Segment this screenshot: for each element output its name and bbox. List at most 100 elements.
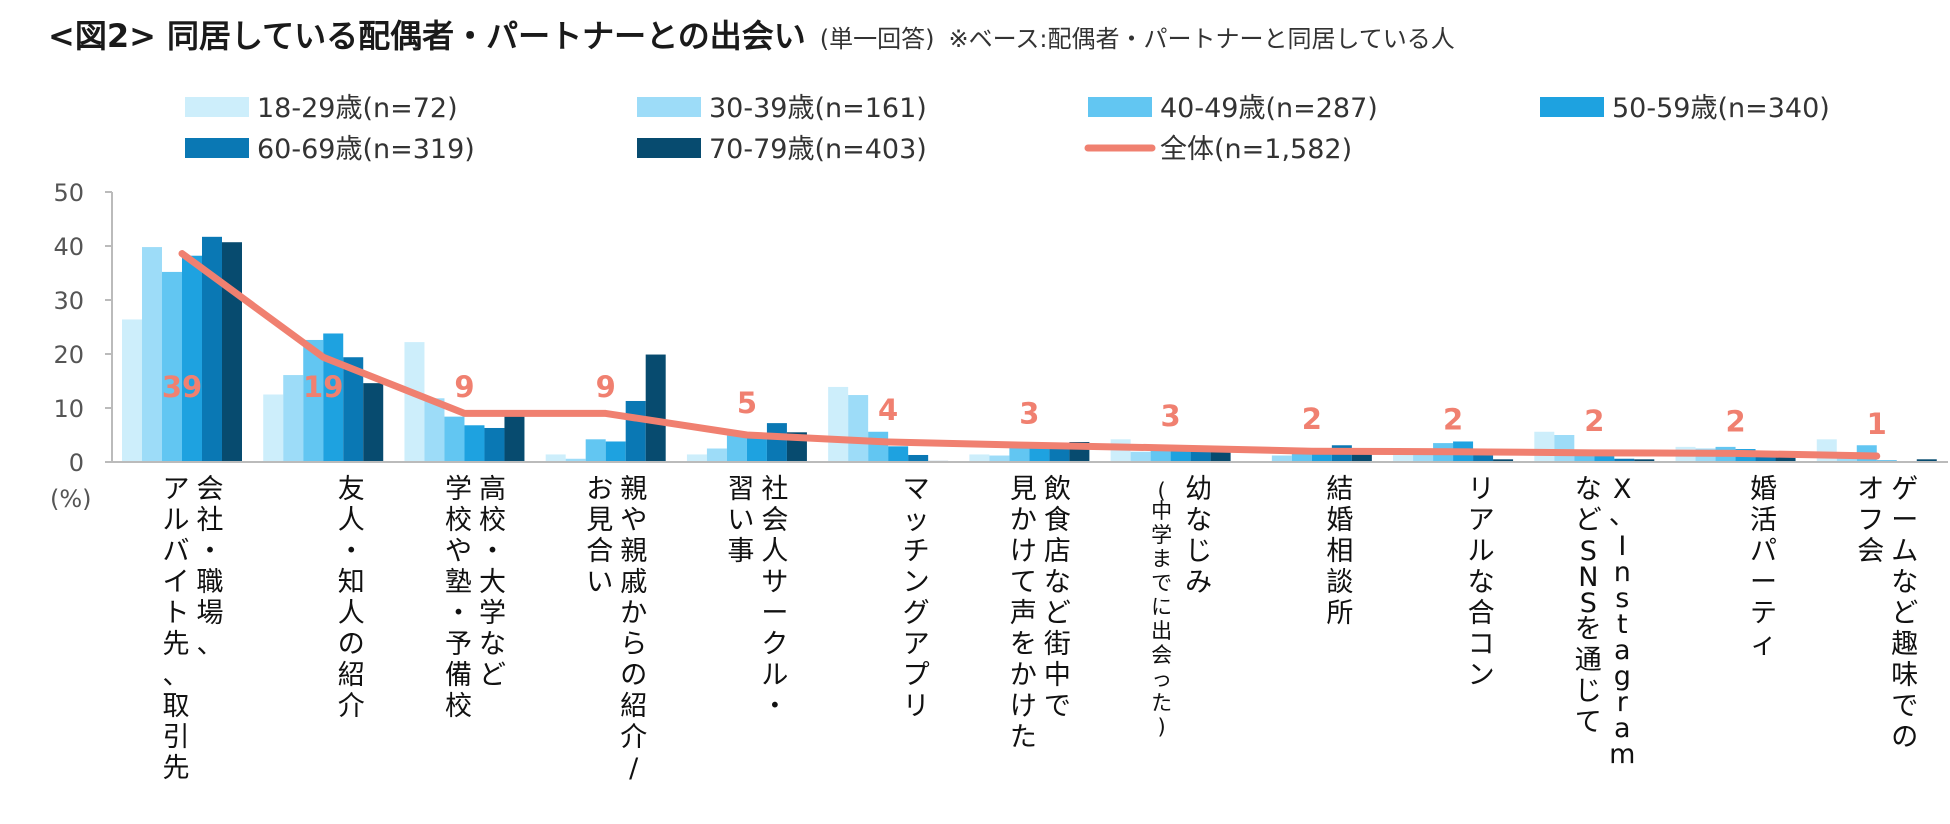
category-char: 幼	[1185, 474, 1212, 505]
category-char: 社	[761, 474, 788, 505]
category-char: 備	[445, 660, 472, 691]
legend-label-5: 60-69歳(n=319)	[257, 134, 475, 165]
category-char: ・	[338, 536, 365, 567]
total-value-label-2: 19	[303, 370, 343, 404]
category-char: a	[1614, 713, 1631, 744]
bar-c4-s5	[625, 400, 646, 462]
total-line-path	[178, 250, 1881, 460]
category-char: た	[1151, 691, 1172, 715]
category-char: s	[1615, 583, 1629, 614]
category-char: n	[1614, 557, 1631, 588]
category-char: コ	[1468, 629, 1495, 660]
total-value-label-9: 2	[1302, 402, 1322, 436]
category-char: ・	[479, 536, 506, 567]
category-char: バ	[163, 536, 190, 567]
category-char: X	[1613, 474, 1632, 505]
bar-c9-s3	[1291, 450, 1312, 462]
y-unit-label: (%)	[50, 485, 92, 513]
y-tick-label-20: 20	[53, 341, 84, 369]
category-char: ど	[1044, 598, 1071, 629]
category-char: ー	[1891, 505, 1918, 536]
bar-c6-s5	[908, 454, 929, 462]
category-char: 紹	[338, 660, 365, 691]
bar-c2-s5	[343, 357, 364, 462]
chart-title: <図2> 同居している配偶者・パートナーとの出会い (単一回答) ※ベース:配偶者・…	[48, 14, 1455, 64]
category-char: 人	[761, 536, 788, 567]
category-char: I	[1618, 531, 1626, 562]
category-char: オ	[1857, 474, 1884, 505]
category-char: ア	[903, 629, 930, 660]
category-char: 食	[1044, 505, 1071, 536]
title-base: ※ベース:配偶者・パートナーと同居している人	[948, 25, 1455, 53]
legend-swatch-2	[637, 97, 701, 117]
legend-swatch-6	[637, 138, 701, 158]
y-tick-label-0: 0	[69, 449, 84, 477]
bar-c5-s2	[706, 448, 727, 462]
category-char: 介	[620, 722, 647, 753]
category-char: チ	[903, 536, 930, 567]
bar-c4-s4	[605, 441, 626, 462]
bar-c5-s1	[686, 454, 707, 462]
bar-c10-s2	[1413, 451, 1434, 462]
category-char: 知	[338, 567, 365, 598]
category-char: な	[1891, 567, 1918, 598]
bar-c11-s4	[1594, 455, 1615, 462]
category-char: や	[445, 536, 472, 567]
bar-c3-s3	[444, 416, 465, 462]
category-char: な	[1044, 567, 1071, 598]
bar-c1-s5	[202, 236, 222, 462]
category-char: 会	[1151, 643, 1172, 667]
bar-c11-s3	[1574, 452, 1595, 462]
legend-label-3: 40-49歳(n=287)	[1160, 93, 1378, 124]
category-char: 相	[1326, 536, 1353, 567]
category-char: 高	[479, 474, 506, 505]
y-axis: 0 10 20 30 40 50 (%)	[50, 179, 113, 513]
total-value-label-8: 3	[1161, 399, 1181, 433]
bar-c6-s1	[828, 386, 849, 462]
category-char: で	[1891, 691, 1918, 722]
category-char: 友	[338, 474, 365, 505]
category-char: ン	[903, 567, 930, 598]
category-char: 場	[197, 598, 224, 629]
bar-c10-s6	[1493, 459, 1514, 462]
category-char: 塾	[445, 567, 472, 598]
bar-c8-s1	[1110, 439, 1131, 462]
category-char: 校	[445, 691, 472, 722]
category-char: 紹	[620, 691, 647, 722]
category-char: ィ	[1750, 629, 1777, 660]
category-char: か	[1010, 660, 1037, 691]
category-char: ど	[1575, 505, 1602, 536]
category-char: 趣	[1891, 629, 1918, 660]
category-char: ・	[761, 691, 788, 722]
category-char: 大	[479, 567, 506, 598]
bar-c4-s2	[565, 458, 586, 462]
bar-c7-s3	[1009, 446, 1030, 462]
category-char: 街	[1044, 629, 1071, 660]
category-char: 学	[1151, 523, 1172, 547]
total-value-label-11: 2	[1584, 404, 1604, 438]
category-char: ン	[1468, 660, 1495, 691]
category-char: を	[1575, 614, 1602, 645]
category-char: ゲ	[1891, 474, 1918, 505]
category-char: か	[620, 598, 647, 629]
category-char: い	[586, 567, 613, 598]
category-char: 校	[479, 505, 506, 536]
legend-swatch-3	[1088, 97, 1152, 117]
category-char: ど	[1891, 598, 1918, 629]
category-char: ー	[761, 598, 788, 629]
category-char: じ	[1185, 536, 1212, 567]
legend-label-4: 50-59歳(n=340)	[1612, 93, 1830, 124]
category-char: 社	[197, 505, 224, 536]
bar-c1-s6	[222, 242, 242, 462]
bar-c5-s5	[766, 423, 787, 462]
category-char: サ	[761, 567, 788, 598]
category-char: マ	[903, 474, 930, 505]
category-char: 結	[1326, 474, 1353, 505]
category-char: 中	[1044, 660, 1071, 691]
